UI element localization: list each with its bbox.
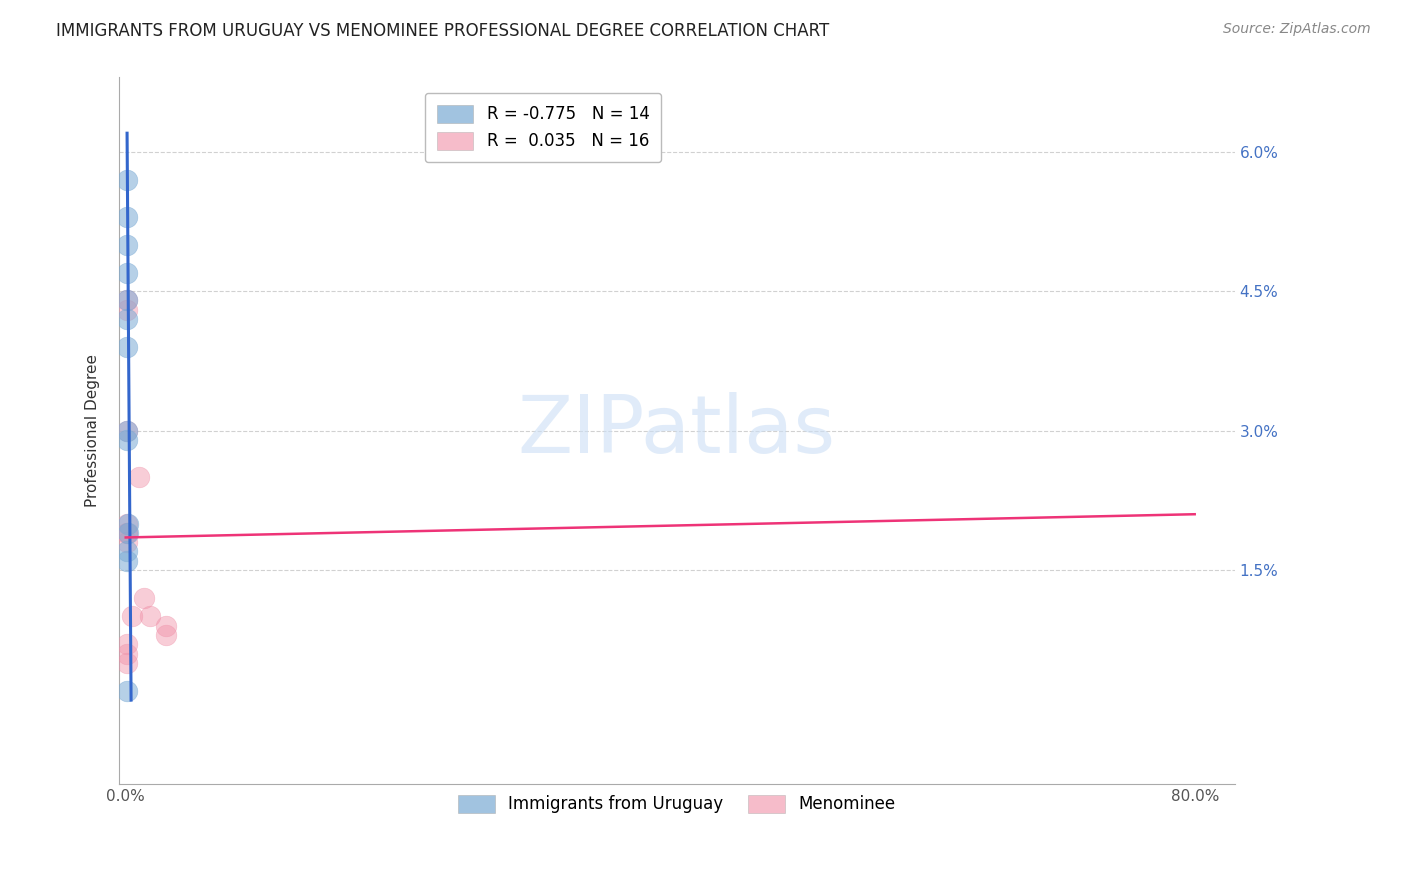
- Point: [115, 656, 138, 670]
- Point: [117, 525, 139, 540]
- Point: [115, 340, 138, 354]
- Point: [115, 312, 138, 326]
- Point: [134, 591, 156, 605]
- Point: [115, 544, 138, 558]
- Point: [115, 302, 138, 317]
- Point: [115, 535, 138, 549]
- Point: [115, 293, 138, 308]
- Point: [115, 210, 138, 224]
- Text: ZIPatlas: ZIPatlas: [517, 392, 837, 469]
- Text: Source: ZipAtlas.com: Source: ZipAtlas.com: [1223, 22, 1371, 37]
- Point: [121, 609, 143, 624]
- Point: [115, 516, 138, 531]
- Text: IMMIGRANTS FROM URUGUAY VS MENOMINEE PROFESSIONAL DEGREE CORRELATION CHART: IMMIGRANTS FROM URUGUAY VS MENOMINEE PRO…: [56, 22, 830, 40]
- Point: [155, 628, 177, 642]
- Point: [115, 525, 138, 540]
- Point: [115, 424, 138, 438]
- Point: [115, 433, 138, 447]
- Point: [155, 619, 177, 633]
- Y-axis label: Professional Degree: Professional Degree: [86, 354, 100, 507]
- Point: [115, 683, 138, 698]
- Point: [139, 609, 162, 624]
- Point: [115, 237, 138, 252]
- Point: [115, 424, 138, 438]
- Point: [115, 266, 138, 280]
- Point: [115, 554, 138, 568]
- Point: [115, 525, 138, 540]
- Point: [115, 647, 138, 661]
- Point: [128, 470, 150, 484]
- Legend: Immigrants from Uruguay, Menominee: Immigrants from Uruguay, Menominee: [447, 783, 907, 825]
- Point: [115, 637, 138, 651]
- Point: [115, 172, 138, 186]
- Point: [117, 516, 139, 531]
- Point: [115, 293, 138, 308]
